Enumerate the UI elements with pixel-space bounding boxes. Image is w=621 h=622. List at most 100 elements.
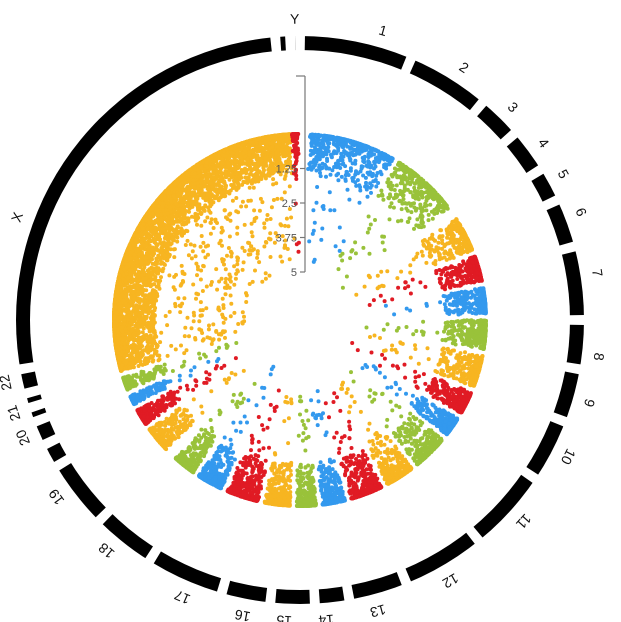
data-point-chr-2 (344, 274, 349, 279)
data-point-chr-7 (442, 372, 447, 377)
data-point-chr-15 (289, 397, 294, 402)
data-point-chr-2 (368, 222, 373, 227)
data-point-chr-10 (421, 456, 426, 461)
data-point-chr-11 (340, 386, 345, 391)
data-point-chr-2 (416, 223, 421, 228)
data-point-chr-13 (324, 497, 329, 502)
data-point-chr-9 (414, 406, 419, 411)
data-point-chr-9 (418, 410, 423, 415)
data-point-chr-10 (380, 391, 385, 396)
data-point-chr-12 (332, 391, 337, 396)
data-point-chr-6 (364, 325, 369, 330)
data-point-chr-4 (378, 293, 383, 298)
data-point-chr-6 (404, 325, 409, 329)
data-point-chr-8 (435, 392, 440, 397)
data-point-chr-11 (404, 459, 409, 464)
data-point-chr-9 (421, 414, 426, 419)
chromosome-label-x: X (8, 209, 26, 224)
data-point-chr-1 (362, 157, 366, 162)
data-point-chr-1 (332, 208, 337, 213)
chromosome-label-13: 13 (368, 601, 387, 621)
data-point-chr-2 (426, 212, 431, 217)
data-point-chr-2 (418, 214, 423, 219)
data-point-chr-1 (361, 173, 366, 178)
data-point-chr-6 (478, 345, 483, 350)
data-point-chr-7 (476, 370, 481, 375)
data-point-chr-9 (434, 424, 439, 428)
data-point-chr-7 (381, 348, 386, 353)
data-point-chr-12 (363, 477, 368, 482)
data-point-chr-3 (408, 263, 413, 268)
data-point-chr-5 (476, 306, 481, 311)
data-point-chr-8 (445, 401, 450, 406)
data-point-chr-13 (318, 480, 323, 485)
data-point-chr-15 (267, 488, 272, 492)
data-point-chr-2 (340, 251, 345, 256)
data-point-chr-12 (347, 424, 352, 429)
data-point-chr-12 (351, 496, 356, 501)
data-point-chr-3 (362, 284, 367, 289)
data-point-chr-2 (412, 226, 416, 231)
data-point-chr-1 (311, 228, 316, 233)
data-point-chr-5 (442, 302, 447, 307)
data-point-chr-9 (365, 365, 370, 369)
data-point-chr-5 (463, 289, 468, 294)
data-point-chr-1 (307, 239, 312, 244)
data-point-chr-6 (421, 332, 426, 337)
data-point-chr-11 (384, 436, 389, 441)
data-point-chr-2 (340, 285, 345, 290)
chromosome-label-2: 2 (456, 58, 471, 76)
data-point-chr-2 (398, 161, 403, 166)
data-point-chr-12 (337, 446, 342, 451)
data-point-chr-12 (350, 461, 355, 466)
data-point-chr-1 (332, 165, 337, 169)
data-point-chr-7 (467, 362, 472, 367)
data-point-chr-9 (394, 392, 399, 397)
data-point-chr-14 (301, 488, 306, 493)
data-point-chr-10 (391, 431, 396, 435)
data-point-chr-7 (368, 335, 372, 339)
data-point-chr-5 (468, 304, 473, 308)
data-point-chr-10 (404, 430, 409, 435)
data-point-chr-2 (395, 175, 400, 180)
data-point-chr-12 (337, 450, 341, 455)
data-point-chr-1 (327, 190, 332, 195)
data-point-chr-11 (401, 463, 405, 468)
data-point-chr-6 (443, 321, 448, 325)
data-point-chr-13 (316, 399, 321, 404)
data-point-chr-9 (429, 412, 434, 416)
data-point-chr-6 (463, 340, 467, 345)
data-point-chr-10 (423, 429, 428, 434)
data-point-chr-5 (404, 306, 409, 311)
data-point-chr-6 (451, 334, 456, 339)
data-point-chr-11 (394, 467, 399, 471)
data-point-chr-13 (331, 486, 336, 491)
data-point-chr-10 (439, 438, 444, 442)
data-point-chr-10 (429, 438, 434, 443)
data-point-chr-14 (306, 418, 311, 423)
data-point-chr-10 (399, 414, 404, 419)
chromosome-label-19: 19 (45, 486, 67, 508)
data-point-chr-11 (388, 439, 393, 444)
data-point-chr-5 (443, 308, 448, 312)
data-point-chr-9 (442, 428, 447, 432)
data-point-chr-2 (423, 201, 428, 206)
data-point-chr-7 (372, 333, 377, 338)
data-point-chr-1 (348, 168, 353, 173)
data-point-chr-2 (389, 187, 394, 192)
data-point-chr-2 (353, 240, 358, 245)
data-point-chr-3 (420, 253, 425, 258)
data-point-chr-15 (272, 471, 277, 476)
data-point-chr-2 (391, 205, 396, 210)
data-point-chr-11 (371, 442, 376, 447)
data-point-chr-1 (316, 150, 321, 155)
data-point-chr-10 (351, 379, 356, 384)
data-point-chr-1 (310, 140, 315, 145)
data-point-chr-9 (455, 416, 460, 421)
data-point-chr-1 (389, 155, 394, 160)
data-point-chr-2 (387, 182, 392, 187)
data-point-chr-1 (339, 151, 344, 156)
data-point-chr-15 (289, 401, 294, 406)
data-point-chr-3 (445, 232, 450, 237)
data-point-chr-3 (421, 242, 426, 247)
